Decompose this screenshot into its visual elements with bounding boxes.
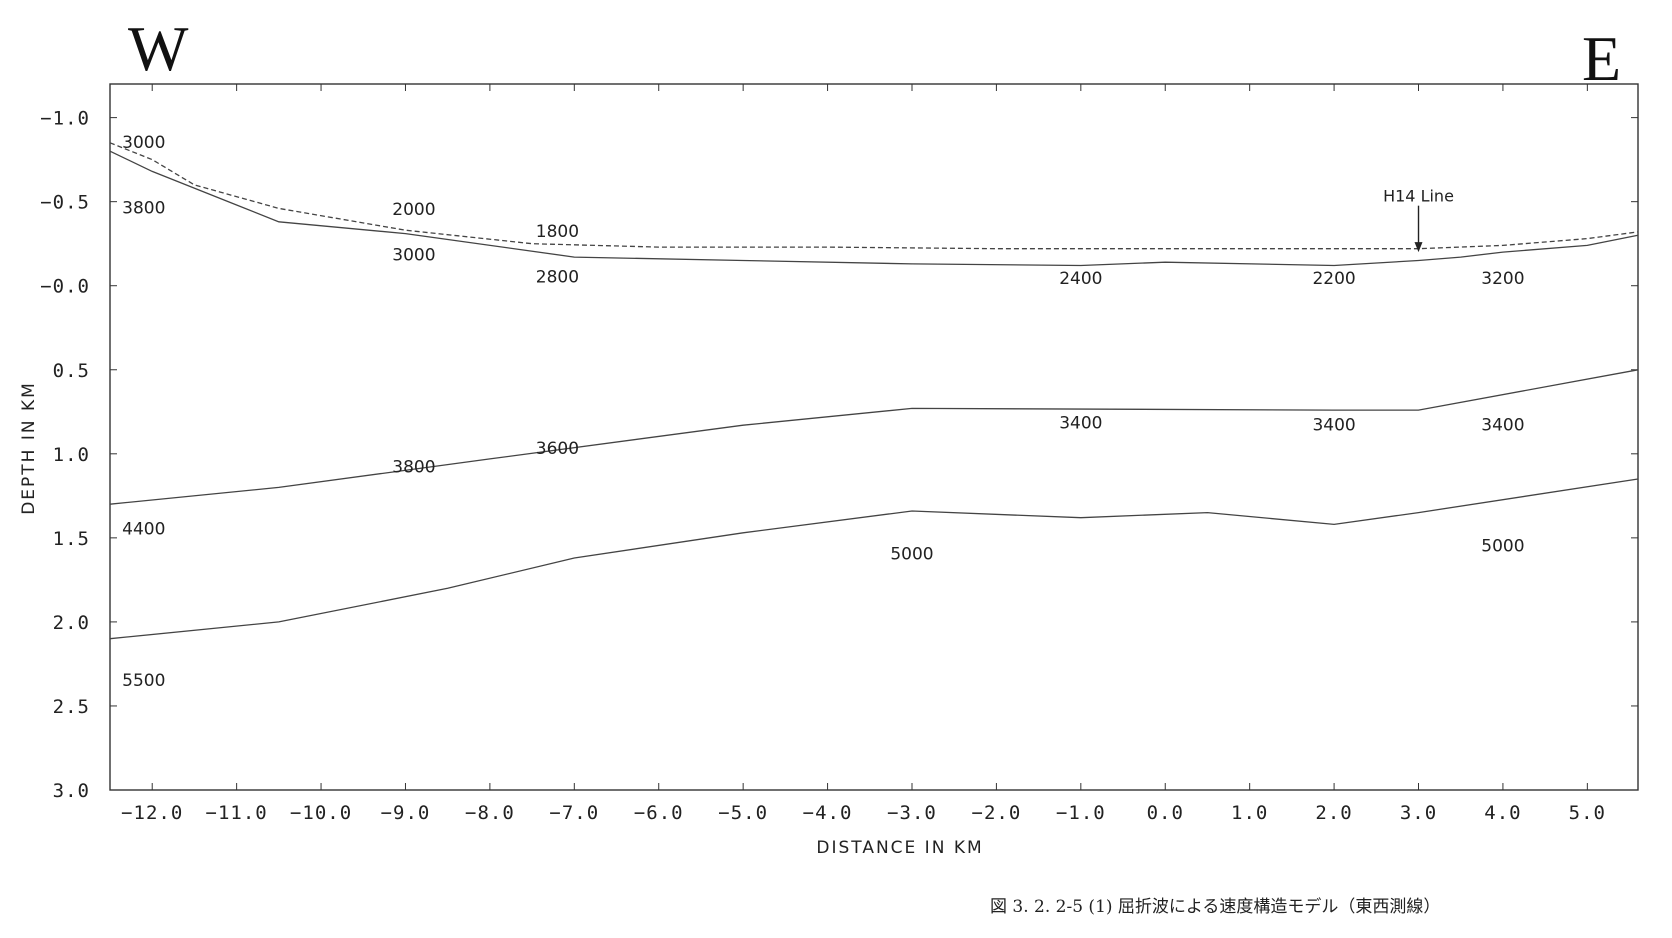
x-tick-label: −3.0 [887, 802, 937, 824]
x-tick-label: 1.0 [1231, 802, 1268, 824]
velocity-label: 5000 [890, 545, 933, 565]
velocity-label: 2800 [536, 267, 579, 287]
x-tick-label: −6.0 [634, 802, 684, 824]
y-tick-label: 1.5 [53, 528, 90, 550]
h14-line-label: H14 Line [1383, 187, 1454, 206]
x-tick-label: −10.0 [290, 802, 352, 824]
x-tick-label: −5.0 [718, 802, 768, 824]
y-tick-label: 2.5 [53, 696, 90, 718]
x-tick-label: 5.0 [1569, 802, 1606, 824]
velocity-label: 5500 [122, 671, 165, 691]
h14-line-marker: H14 Line [1383, 187, 1454, 253]
velocity-label: 3400 [1312, 415, 1355, 435]
figure-caption: 図 3. 2. 2-5 (1) 屈折波による速度構造モデル（東西測線） [990, 896, 1440, 917]
x-tick-label: −9.0 [381, 802, 431, 824]
velocity-label: 3800 [392, 457, 435, 477]
y-tick-label: −0.5 [40, 192, 90, 214]
velocity-label: 2000 [392, 200, 435, 220]
velocity-label: 3800 [122, 198, 165, 218]
velocity-label: 2200 [1312, 269, 1355, 289]
y-tick-label: −1.0 [40, 108, 90, 130]
velocity-label: 3000 [122, 133, 165, 153]
x-tick-label: −7.0 [549, 802, 599, 824]
y-tick-label: 3.0 [53, 780, 90, 802]
y-tick-label: 0.5 [53, 360, 90, 382]
x-tick-label: −11.0 [206, 802, 268, 824]
h14-arrow-head [1414, 242, 1423, 253]
x-tick-label: −2.0 [972, 802, 1022, 824]
x-tick-label: 4.0 [1484, 802, 1521, 824]
y-tick-label: 2.0 [53, 612, 90, 634]
boundary-line-2 [109, 150, 1639, 267]
boundary-line-3 [109, 369, 1639, 505]
x-tick-label: −12.0 [121, 802, 183, 824]
y-tick-label: −0.0 [40, 276, 90, 298]
velocity-label: 5000 [1481, 536, 1524, 556]
x-axis: −12.0 −11.0 −10.0 −9.0 −8.0 −7.0 −6.0 −5.0 −4.0 −… [121, 84, 1606, 824]
plot-frame [109, 83, 1639, 791]
velocity-label: 3200 [1481, 269, 1524, 289]
velocity-boundaries [109, 142, 1639, 640]
x-tick-label: −1.0 [1056, 802, 1106, 824]
boundary-line-1 [109, 142, 1639, 250]
east-direction-label: E [1582, 23, 1621, 94]
x-axis-title: DISTANCE IN KM [816, 838, 983, 858]
y-axis-title: DEPTH IN KM [19, 381, 39, 515]
velocity-label: 4400 [122, 519, 165, 539]
velocity-label: 3000 [392, 246, 435, 266]
x-tick-label: −4.0 [803, 802, 853, 824]
velocity-label: 3400 [1481, 415, 1524, 435]
y-axis: −1.0 −0.5 −0.0 0.5 1.0 1.5 2.0 2.5 3.0 [40, 108, 1638, 802]
x-tick-label: −8.0 [465, 802, 515, 824]
velocity-labels: 3000 3800 2000 3000 1800 2800 2400 2200 3200 3400… [122, 133, 1524, 691]
velocity-label: 1800 [536, 222, 579, 242]
velocity-label: 3600 [536, 439, 579, 459]
velocity-label: 3400 [1059, 414, 1102, 434]
velocity-label: 2400 [1059, 269, 1102, 289]
boundary-line-4 [109, 478, 1639, 640]
west-direction-label: W [128, 13, 189, 84]
y-tick-label: 1.0 [53, 444, 90, 466]
x-tick-label: 3.0 [1400, 802, 1437, 824]
x-tick-label: 0.0 [1147, 802, 1184, 824]
x-tick-label: 2.0 [1315, 802, 1352, 824]
